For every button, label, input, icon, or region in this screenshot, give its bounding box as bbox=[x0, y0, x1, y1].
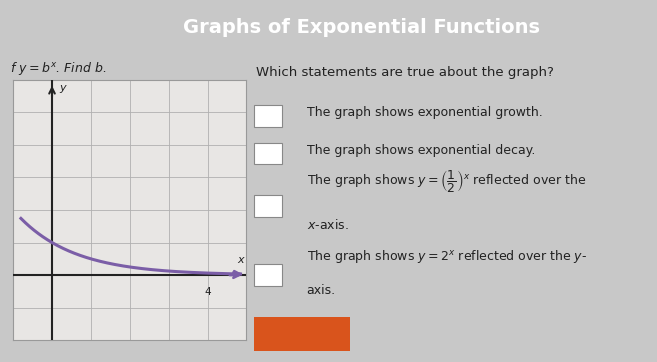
Text: $f\ y=b^x$. Find $b$.: $f\ y=b^x$. Find $b$. bbox=[10, 60, 106, 77]
Text: The graph shows exponential growth.: The graph shows exponential growth. bbox=[307, 106, 542, 119]
FancyBboxPatch shape bbox=[254, 105, 281, 127]
Text: y: y bbox=[59, 83, 66, 93]
FancyBboxPatch shape bbox=[254, 143, 281, 164]
Text: The graph shows $y = \left(\dfrac{1}{2}\right)^x$ reflected over the: The graph shows $y = \left(\dfrac{1}{2}\… bbox=[307, 168, 586, 194]
Text: x: x bbox=[237, 255, 244, 265]
FancyBboxPatch shape bbox=[254, 317, 350, 351]
Text: The graph shows $y = 2^x$ reflected over the $y$-: The graph shows $y = 2^x$ reflected over… bbox=[307, 248, 587, 265]
FancyBboxPatch shape bbox=[254, 264, 281, 286]
Text: The graph shows exponential decay.: The graph shows exponential decay. bbox=[307, 144, 535, 157]
FancyBboxPatch shape bbox=[254, 195, 281, 217]
Text: axis.: axis. bbox=[307, 284, 336, 297]
Text: Graphs of Exponential Functions: Graphs of Exponential Functions bbox=[183, 18, 540, 37]
Text: Which statements are true about the graph?: Which statements are true about the grap… bbox=[256, 66, 555, 79]
Text: $x$-axis.: $x$-axis. bbox=[307, 218, 348, 232]
Text: 4: 4 bbox=[204, 287, 211, 296]
Text: DONE  ✓: DONE ✓ bbox=[275, 328, 330, 341]
